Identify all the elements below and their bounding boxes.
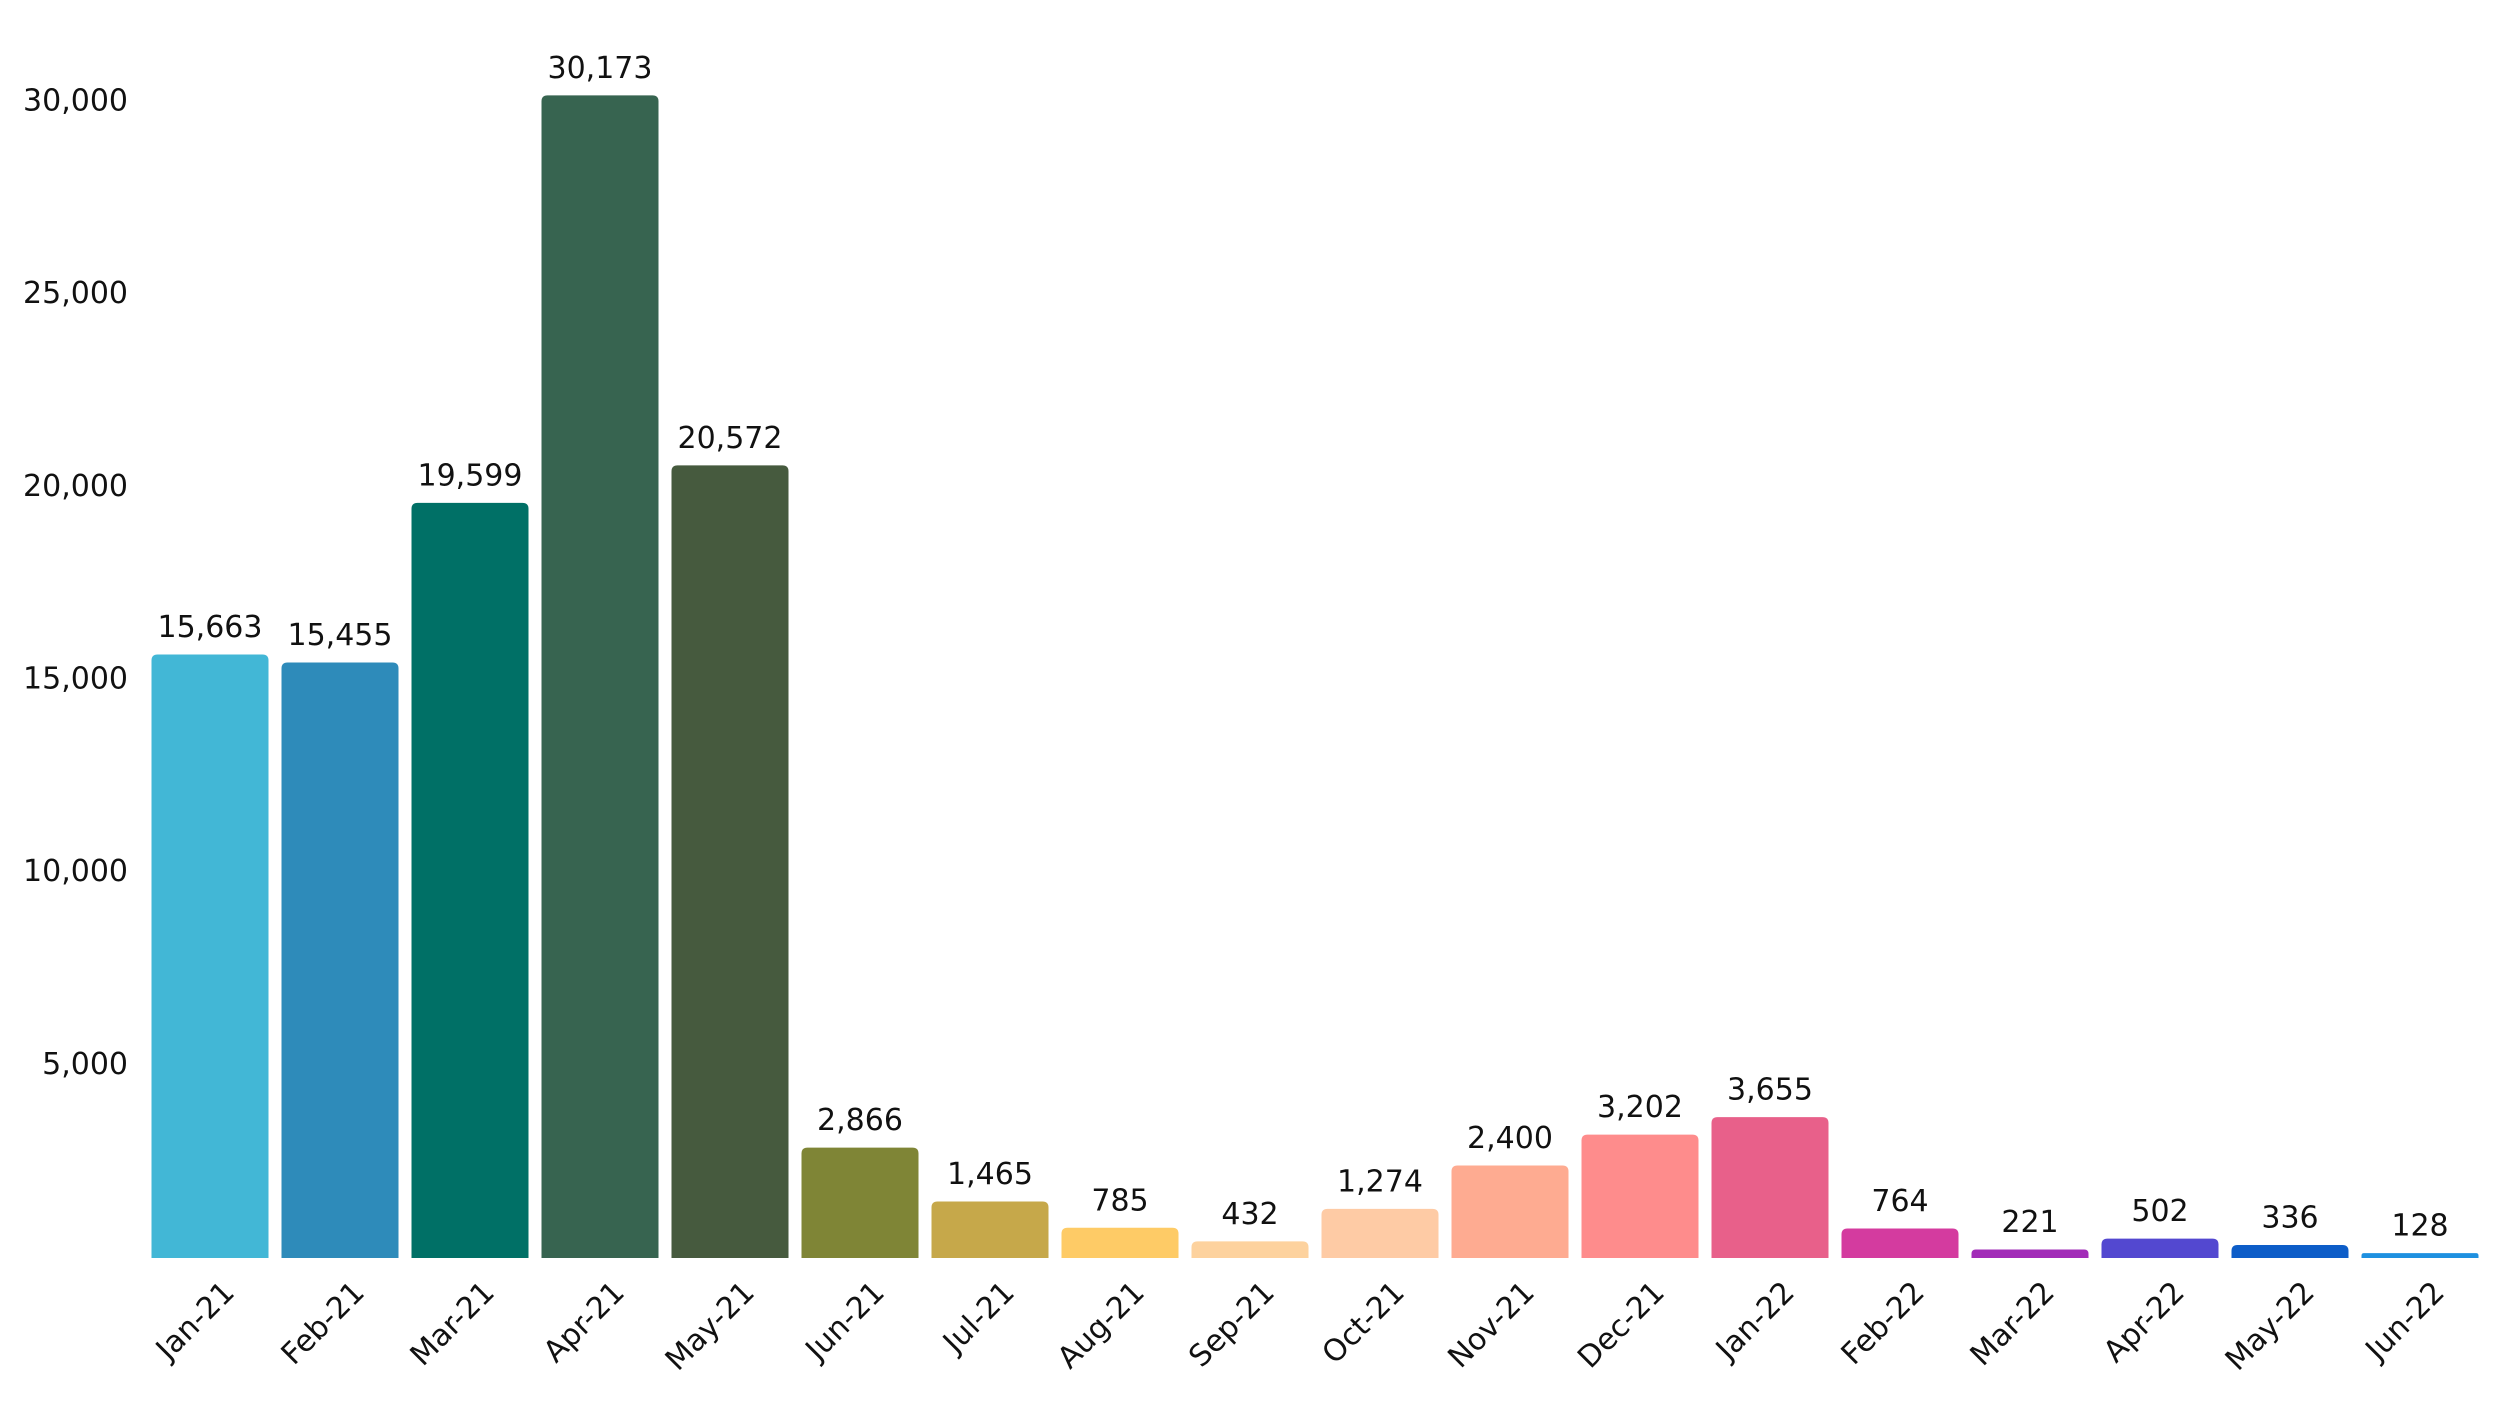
bar [411,502,529,1258]
bar [1581,1134,1699,1258]
value-label: 1,274 [1337,1164,1423,1199]
value-label: 764 [1871,1184,1928,1219]
bar [1061,1227,1179,1258]
bar [151,654,269,1258]
value-label: 2,400 [1467,1121,1553,1156]
value-label: 2,866 [817,1103,903,1138]
x-tick-label: Nov-21 [1441,1275,1541,1375]
value-label: 15,455 [288,618,393,653]
y-tick-label: 20,000 [23,469,128,504]
x-tick-label: Feb-22 [1835,1275,1932,1372]
x-tick-label: Jun-22 [2358,1275,2452,1369]
x-tick-label: Jan-21 [148,1275,242,1369]
x-tick-label: Jan-22 [1708,1275,1802,1369]
x-tick-label: Apr-22 [2097,1275,2192,1370]
bar [1191,1241,1309,1258]
x-tick-label: May-21 [659,1275,762,1378]
bar [801,1147,919,1258]
x-tick-label: Apr-21 [537,1275,632,1370]
bar [1321,1208,1439,1258]
x-tick-label: Mar-22 [1964,1275,2062,1373]
bar [1711,1117,1829,1258]
x-tick-label: Mar-21 [404,1275,502,1373]
bar [1451,1165,1569,1258]
x-tick-label: Feb-21 [275,1275,372,1372]
x-tick-label: Dec-21 [1571,1275,1671,1375]
y-tick-label: 15,000 [23,662,128,697]
x-tick-label: Aug-21 [1051,1275,1152,1376]
value-label: 221 [2001,1205,2058,1240]
value-label: 1,465 [947,1157,1033,1192]
x-tick-label: Jun-21 [798,1275,892,1369]
value-label: 15,663 [158,610,263,645]
bar [541,95,659,1258]
y-tick-label: 30,000 [23,84,128,119]
value-label: 502 [2131,1194,2188,1229]
x-tick-label: Oct-21 [1316,1275,1412,1371]
value-label: 20,572 [678,421,783,456]
value-label: 128 [2391,1209,2448,1244]
value-label: 3,655 [1727,1073,1813,1108]
value-label: 19,599 [418,458,523,493]
bar [931,1201,1049,1258]
x-tick-label: Jul-21 [935,1275,1021,1361]
bar [1841,1228,1959,1258]
y-tick-label: 5,000 [42,1047,128,1082]
bar [2361,1253,2479,1258]
bar [1971,1249,2089,1258]
y-tick-label: 10,000 [23,854,128,889]
value-label: 432 [1221,1197,1278,1232]
y-tick-label: 25,000 [23,276,128,311]
value-label: 785 [1091,1183,1148,1218]
bar [281,662,399,1258]
value-label: 3,202 [1597,1090,1683,1125]
bar [2101,1238,2219,1258]
value-label: 336 [2261,1201,2318,1236]
x-tick-label: Sep-21 [1182,1275,1281,1374]
bar [671,465,789,1259]
x-tick-label: May-22 [2219,1275,2322,1378]
bar [2231,1245,2349,1258]
value-label: 30,173 [548,51,653,86]
